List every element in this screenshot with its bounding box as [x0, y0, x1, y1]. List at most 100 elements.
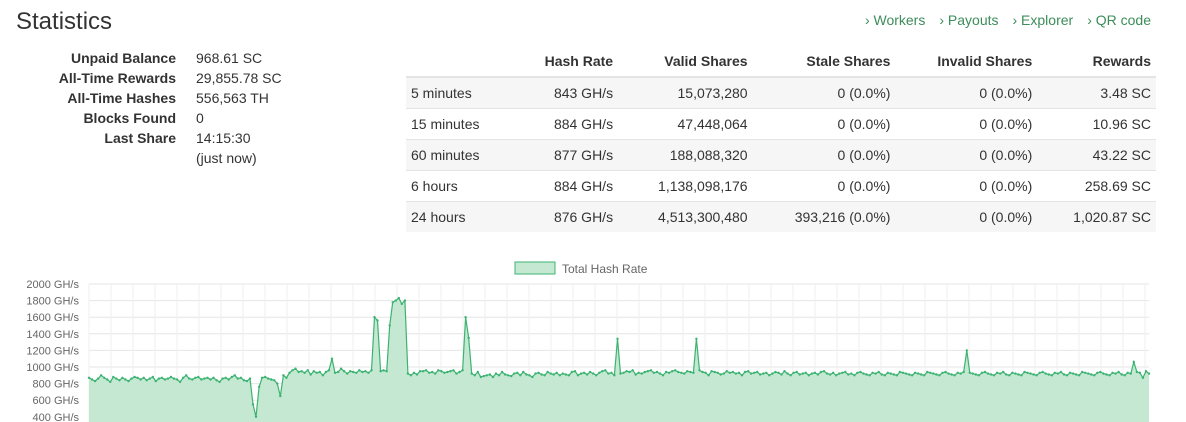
data-point [385, 370, 388, 373]
table-cell: 1,020.87 SC [1037, 201, 1156, 232]
data-point [349, 370, 352, 373]
summary-label: All-Time Rewards [58, 70, 176, 86]
data-point [904, 372, 908, 375]
data-point [212, 376, 215, 379]
data-point [476, 370, 479, 374]
data-point [300, 370, 303, 373]
summary-row-all-time-rewards: All-Time Rewards 29,855.78 SC [30, 68, 282, 88]
data-point [853, 374, 856, 377]
data-point [892, 373, 896, 376]
data-point [895, 374, 899, 377]
data-point [203, 377, 206, 380]
data-point [1093, 374, 1096, 377]
data-point [956, 371, 959, 374]
data-point [1011, 371, 1014, 374]
data-point [1005, 373, 1008, 376]
table-cell: 5 minutes [406, 76, 513, 109]
data-point [977, 374, 981, 377]
data-point [239, 376, 243, 379]
data-point [941, 371, 944, 374]
table-cell: 1,138,098,176 [618, 170, 753, 202]
hashrate-stats-table: Hash Rate Valid Shares Stale Shares Inva… [406, 46, 1156, 232]
data-point [1096, 371, 1099, 374]
data-point [96, 377, 100, 380]
data-point [245, 379, 249, 383]
data-point [346, 372, 349, 375]
data-point [1099, 370, 1102, 374]
data-point [1023, 370, 1026, 374]
data-point [889, 372, 892, 375]
data-point [1053, 371, 1057, 374]
top-nav: › Workers › Payouts › Explorer › QR code [865, 12, 1151, 28]
hashrate-chart-svg: Total Hash Rate 400 GH/s 600 GH/s 800 GH/s 1… [26, 261, 1151, 422]
data-point [166, 377, 170, 380]
data-point [1105, 373, 1108, 376]
data-point [749, 372, 753, 375]
data-point [768, 374, 771, 377]
data-point [467, 336, 470, 340]
data-point [312, 370, 315, 373]
data-point [655, 370, 659, 374]
data-point [449, 370, 452, 373]
summary-row-last-share: Last Share 14:15:30 [30, 128, 282, 148]
data-point [376, 319, 379, 322]
nav-payouts-link[interactable]: › Payouts [939, 12, 999, 28]
table-cell: 884 GH/s [512, 108, 619, 140]
data-point [230, 375, 233, 379]
data-point [491, 375, 495, 379]
data-point [989, 373, 993, 376]
data-point [127, 379, 130, 383]
data-point [874, 372, 877, 375]
data-point [470, 372, 473, 375]
summary-panel: Unpaid Balance 968.61 SC All-Time Reward… [30, 48, 282, 168]
nav-workers-link[interactable]: › Workers [864, 12, 926, 28]
data-point [649, 369, 653, 372]
table-cell: 24 hours [406, 201, 513, 232]
data-point [1081, 370, 1084, 374]
data-point [267, 377, 270, 380]
data-point [500, 370, 504, 374]
data-point [783, 370, 786, 373]
table-cell: 0 (0.0%) [752, 170, 896, 202]
data-point [148, 377, 151, 380]
table-row: 60 minutes 877 GH/s 188,088,320 0 (0.0%)… [406, 139, 1156, 171]
table-row: 5 minutes 843 GH/s 15,073,280 0 (0.0%) 0… [406, 76, 1156, 109]
data-point [579, 372, 583, 375]
data-point [1065, 374, 1069, 377]
nav-qr-code-link[interactable]: › QR code [1087, 12, 1151, 28]
data-point [819, 370, 823, 374]
data-point [309, 373, 312, 376]
data-point [236, 377, 239, 380]
data-point [573, 370, 577, 373]
data-point [995, 371, 999, 374]
data-point [142, 376, 145, 379]
data-point [169, 375, 173, 379]
table-cell: 0 (0.0%) [752, 108, 896, 140]
data-point [178, 380, 182, 384]
table-cell: 0 (0.0%) [895, 170, 1038, 202]
data-point [999, 372, 1002, 375]
data-point [315, 371, 318, 374]
table-cell: 3.48 SC [1037, 76, 1156, 109]
data-point [771, 372, 774, 375]
data-point [743, 370, 747, 374]
summary-row-unpaid-balance: Unpaid Balance 968.61 SC [30, 48, 282, 68]
data-point [248, 377, 252, 380]
table-cell: 43.22 SC [1037, 139, 1156, 171]
nav-explorer-link[interactable]: › Explorer [1012, 12, 1074, 28]
column-header: Stale Shares [752, 46, 896, 78]
summary-label: Unpaid Balance [70, 50, 176, 66]
data-point [1056, 372, 1060, 375]
summary-value: 14:15:30 [196, 130, 251, 146]
data-point [400, 302, 403, 306]
data-point [464, 316, 467, 319]
data-point [321, 374, 325, 377]
table-cell: 0 (0.0%) [895, 201, 1038, 232]
data-point [610, 371, 613, 374]
data-point [1084, 371, 1087, 374]
data-point [1014, 372, 1017, 375]
data-point [844, 370, 847, 374]
data-point [753, 371, 756, 374]
data-point [992, 374, 996, 377]
y-tick-label: 1400 GH/s [26, 329, 79, 341]
